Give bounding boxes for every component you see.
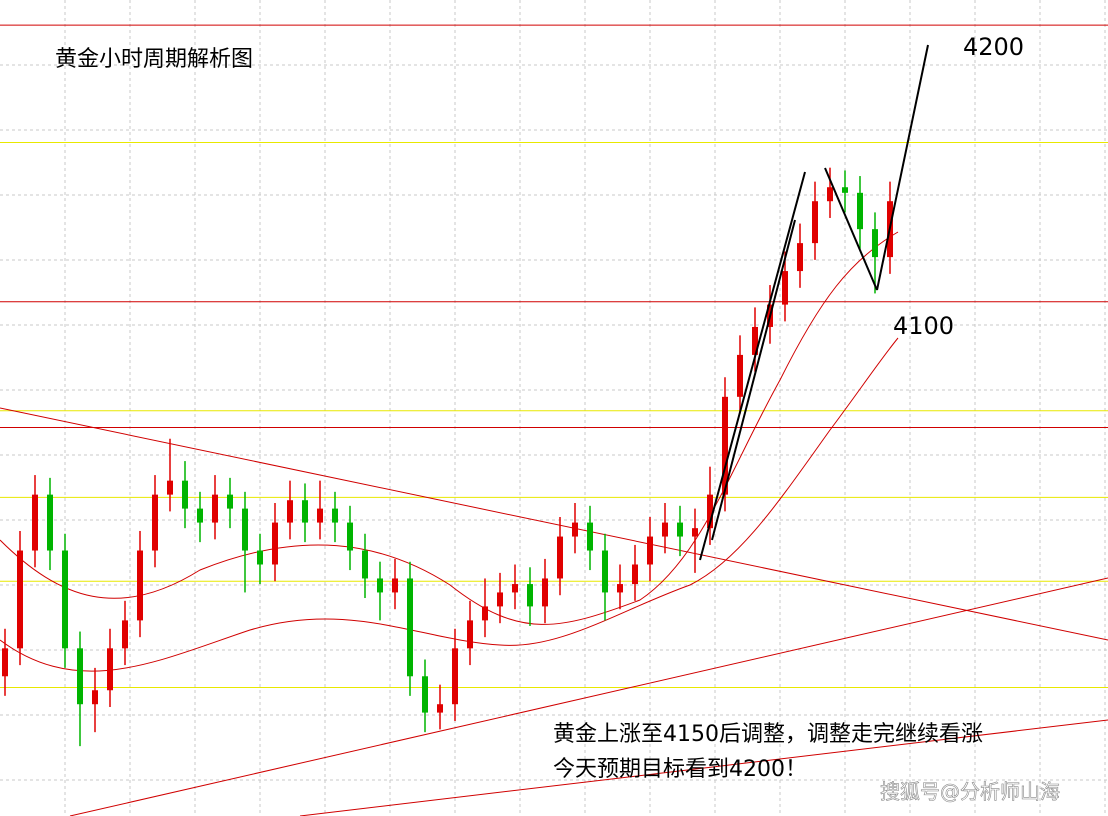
trend-line [69,577,1108,816]
candle-body [557,536,563,579]
candle-body [782,271,788,305]
candle-body [632,564,638,585]
candle-body [212,494,218,523]
annotation: 黄金上涨至4150后调整，调整走完继续看涨 [553,722,983,747]
candle-body [62,550,68,649]
wave-line [824,167,878,291]
candle-body [572,522,578,537]
candle-body [77,648,83,705]
candle-body [662,522,668,537]
candle-body [197,508,203,523]
candle-body [527,584,533,607]
candle-body [482,606,488,621]
watermark: 搜狐号@分析师山海 [880,780,1060,804]
candle-body [182,480,188,509]
candle-body [812,201,818,244]
candle-body [512,584,518,593]
candle-body [167,480,173,495]
candle-body [137,550,143,621]
wave-line [711,219,796,541]
candle-body [842,187,848,193]
wave-lines [699,44,929,561]
wave-line [876,44,929,291]
candle-body [407,578,413,677]
candle-body [587,522,593,551]
candle-body [692,528,698,537]
candle-body [242,508,248,551]
candle-body [47,494,53,551]
candle-body [677,522,683,537]
candle-body [872,229,878,258]
candle-body [827,187,833,202]
candle-body [392,578,398,593]
candle-body [737,354,743,397]
candle-body [437,704,443,713]
candle-body [152,494,158,551]
candle-body [722,396,728,495]
candle-body [332,508,338,523]
candle-body [857,192,863,230]
candle-body [602,550,608,593]
candle-body [422,676,428,713]
candle-body [317,508,323,523]
candle-body [122,620,128,649]
candle-body [497,592,503,607]
candle-body [2,648,8,677]
candle-body [272,522,278,565]
candle-body [257,550,263,565]
candle-body [17,550,23,649]
candle-body [347,522,353,551]
levels [0,24,1108,688]
target-label: 4200 [963,33,1024,61]
candle-body [362,550,368,579]
candle-body [227,494,233,509]
trend-line [0,407,1108,641]
candle-body [452,648,458,705]
wave-line [699,171,806,561]
candle-body [92,690,98,705]
chart-title: 黄金小时周期解析图 [55,47,253,72]
candle-body [287,500,293,523]
candle-body [542,578,548,607]
candle-body [647,536,653,565]
candle-body [107,648,113,691]
ma-curve [0,337,899,672]
candle-body [797,243,803,272]
candle-body [302,500,308,523]
candle-body [617,584,623,593]
candle-body [752,326,758,355]
candle-body [32,494,38,551]
candle-body [377,578,383,593]
candle-body [467,620,473,649]
level-label: 4100 [893,312,954,340]
annotation: 今天预期目标看到4200！ [553,757,807,782]
trend-line [299,719,1108,816]
candle-body [707,494,713,529]
